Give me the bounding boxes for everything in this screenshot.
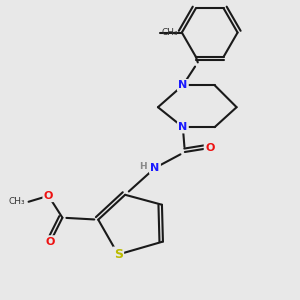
Text: O: O <box>205 143 214 153</box>
Text: O: O <box>44 191 53 201</box>
Text: CH₃: CH₃ <box>162 28 178 37</box>
Text: H: H <box>140 162 147 171</box>
Text: S: S <box>114 248 123 261</box>
Text: N: N <box>150 163 160 173</box>
Text: N: N <box>178 80 188 90</box>
Text: N: N <box>178 122 188 132</box>
Text: CH₃: CH₃ <box>9 197 26 206</box>
Text: O: O <box>46 237 55 247</box>
